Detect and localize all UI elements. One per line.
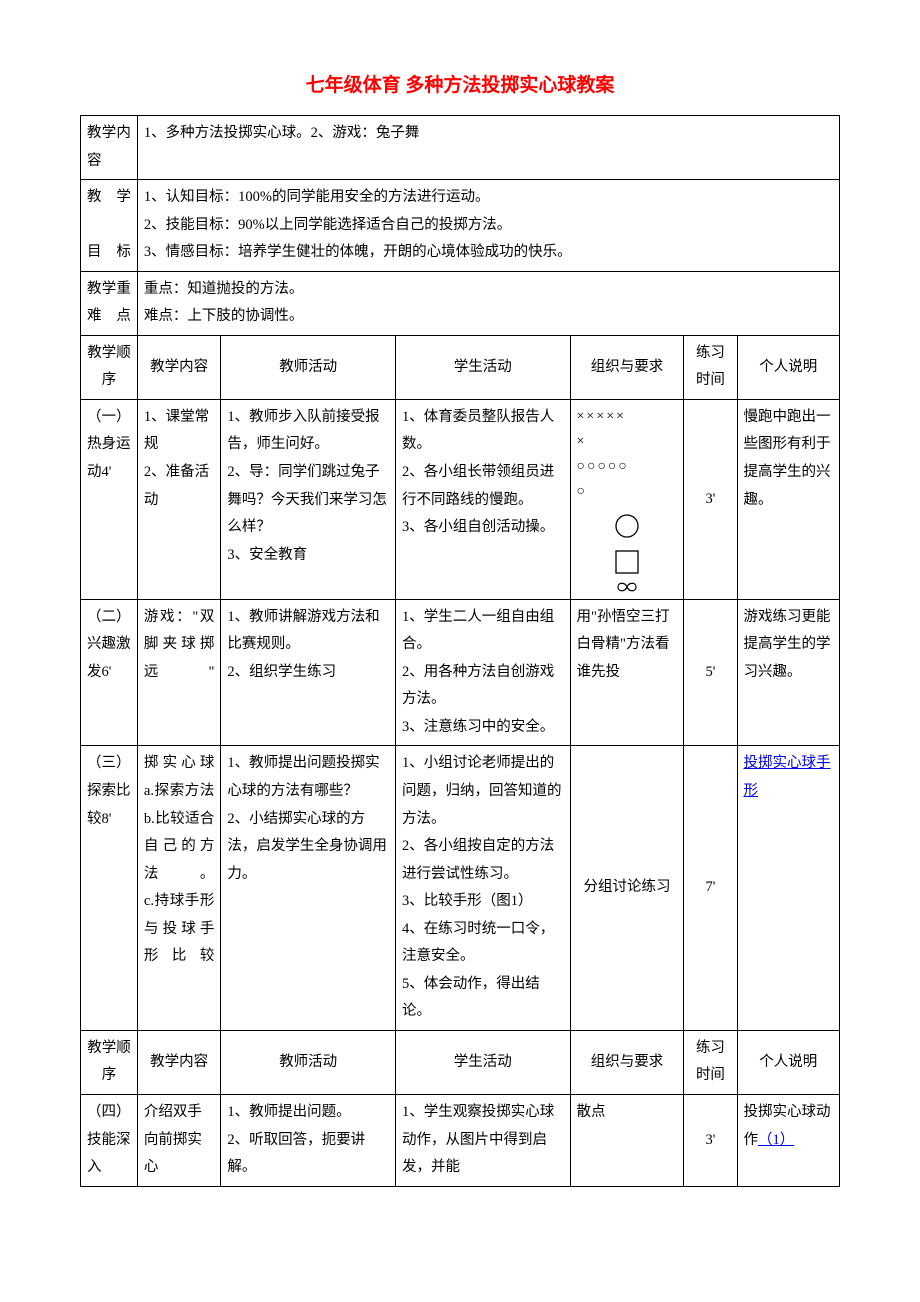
cell-time-2: 5' bbox=[684, 599, 737, 746]
header-row-keypoints: 教学重难点 重点：知道抛投的方法。 难点：上下肢的协调性。 bbox=[81, 271, 840, 335]
link-action-1[interactable]: （1） bbox=[758, 1132, 794, 1148]
col-content: 教学内容 bbox=[137, 1030, 220, 1094]
col-org: 组织与要求 bbox=[570, 335, 684, 399]
keypoint-focus: 重点：知道抛投的方法。 bbox=[144, 276, 833, 304]
cell-student-2: 1、学生二人一组自由组合。 2、用各种方法自创游戏方法。 3、注意练习中的安全。 bbox=[395, 599, 570, 746]
cell-teacher-3: 1、教师提出问题投掷实心球的方法有哪些？ 2、小结掷实心球的方法，启发学生全身协… bbox=[221, 746, 396, 1030]
col-note: 个人说明 bbox=[737, 1030, 840, 1094]
col-content: 教学内容 bbox=[137, 335, 220, 399]
keypoint-difficulty: 难点：上下肢的协调性。 bbox=[144, 303, 833, 331]
header-row-goals: 教学 目标 1、认知目标：100%的同学能用安全的方法进行运动。 2、技能目标：… bbox=[81, 180, 840, 272]
lesson-plan-table: 教学内容 1、多种方法投掷实心球。2、游戏：兔子舞 教学 目标 1、认知目标：1… bbox=[80, 115, 840, 1187]
label-keypoints: 教学重难点 bbox=[81, 271, 138, 335]
page-title: 七年级体育 多种方法投掷实心球教案 bbox=[80, 70, 840, 97]
formation-symbols: ××××× × ○○○○○ ○ bbox=[577, 404, 678, 505]
cell-teacher-4: 1、教师提出问题。 2、听取回答，扼要讲解。 bbox=[221, 1094, 396, 1186]
header-row-content: 教学内容 1、多种方法投掷实心球。2、游戏：兔子舞 bbox=[81, 116, 840, 180]
col-note: 个人说明 bbox=[737, 335, 840, 399]
goal-2: 2、技能目标：90%以上同学能选择适合自己的投掷方法。 bbox=[144, 212, 833, 240]
cell-org-4: 散点 bbox=[570, 1094, 684, 1186]
cell-order-2: （二）兴趣激发6' bbox=[81, 599, 138, 746]
cell-note-3: 投掷实心球手形 bbox=[737, 746, 840, 1030]
col-org: 组织与要求 bbox=[570, 1030, 684, 1094]
link-hand-shape[interactable]: 投掷实心球手形 bbox=[744, 755, 831, 799]
cell-note-4: 投掷实心球动作（1） bbox=[737, 1094, 840, 1186]
cell-student-1: 1、体育委员整队报告人数。 2、各小组长带领组员进行不同路线的慢跑。 3、各小组… bbox=[395, 399, 570, 599]
cell-teacher-1: 1、教师步入队前接受报告，师生问好。 2、导：同学们跳过兔子舞吗？今天我们来学习… bbox=[221, 399, 396, 599]
col-time: 练习时间 bbox=[684, 335, 737, 399]
cell-student-4: 1、学生观察投掷实心球动作，从图片中得到启发，并能 bbox=[395, 1094, 570, 1186]
table-row: （一）热身运动4' 1、课堂常规 2、准备活动 1、教师步入队前接受报告，师生问… bbox=[81, 399, 840, 599]
table-row: （四）技能深入 介绍双手向前掷实心 1、教师提出问题。 2、听取回答，扼要讲解。… bbox=[81, 1094, 840, 1186]
cell-note-2: 游戏练习更能提高学生的学习兴趣。 bbox=[737, 599, 840, 746]
label-teaching-content: 教学内容 bbox=[81, 116, 138, 180]
col-order: 教学顺序 bbox=[81, 1030, 138, 1094]
cell-org-3: 分组讨论练习 bbox=[570, 746, 684, 1030]
circle-icon bbox=[614, 513, 640, 539]
table-row: （三）探索比较8' 掷实心球 a.探索方法 b.比较适合自己的方法。 c.持球手… bbox=[81, 746, 840, 1030]
infinity-icon bbox=[612, 579, 642, 595]
cell-time-3: 7' bbox=[684, 746, 737, 1030]
col-order: 教学顺序 bbox=[81, 335, 138, 399]
cell-order-4: （四）技能深入 bbox=[81, 1094, 138, 1186]
keypoints-text: 重点：知道抛投的方法。 难点：上下肢的协调性。 bbox=[137, 271, 839, 335]
goal-3: 3、情感目标：培养学生健壮的体魄，开朗的心境体验成功的快乐。 bbox=[144, 239, 833, 267]
column-header-row-2: 教学顺序 教学内容 教师活动 学生活动 组织与要求 练习时间 个人说明 bbox=[81, 1030, 840, 1094]
cell-org-2: 用"孙悟空三打白骨精"方法看谁先投 bbox=[570, 599, 684, 746]
formation-shapes bbox=[577, 505, 678, 595]
col-student: 学生活动 bbox=[395, 1030, 570, 1094]
teaching-content-text: 1、多种方法投掷实心球。2、游戏：兔子舞 bbox=[137, 116, 839, 180]
cell-note-1: 慢跑中跑出一些图形有利于提高学生的兴趣。 bbox=[737, 399, 840, 599]
table-row: （二）兴趣激发6' 游戏："双脚夹球掷远" 1、教师讲解游戏方法和比赛规则。 2… bbox=[81, 599, 840, 746]
cell-content-1: 1、课堂常规 2、准备活动 bbox=[137, 399, 220, 599]
cell-content-2: 游戏："双脚夹球掷远" bbox=[137, 599, 220, 746]
cell-order-3: （三）探索比较8' bbox=[81, 746, 138, 1030]
cell-teacher-2: 1、教师讲解游戏方法和比赛规则。 2、组织学生练习 bbox=[221, 599, 396, 746]
cell-content-4: 介绍双手向前掷实心 bbox=[137, 1094, 220, 1186]
goals-text: 1、认知目标：100%的同学能用安全的方法进行运动。 2、技能目标：90%以上同… bbox=[137, 180, 839, 272]
cell-time-4: 3' bbox=[684, 1094, 737, 1186]
cell-order-1: （一）热身运动4' bbox=[81, 399, 138, 599]
goal-1: 1、认知目标：100%的同学能用安全的方法进行运动。 bbox=[144, 184, 833, 212]
cell-time-1: 3' bbox=[684, 399, 737, 599]
cell-student-3: 1、小组讨论老师提出的问题，归纳，回答知道的方法。 2、各小组按自定的方法进行尝… bbox=[395, 746, 570, 1030]
col-teacher: 教师活动 bbox=[221, 1030, 396, 1094]
col-teacher: 教师活动 bbox=[221, 335, 396, 399]
cell-org-1: ××××× × ○○○○○ ○ bbox=[570, 399, 684, 599]
label-goals: 教学 目标 bbox=[81, 180, 138, 272]
col-student: 学生活动 bbox=[395, 335, 570, 399]
cell-content-3: 掷实心球 a.探索方法 b.比较适合自己的方法。 c.持球手形与投球手形比较 bbox=[137, 746, 220, 1030]
square-icon bbox=[614, 549, 640, 575]
col-time: 练习时间 bbox=[684, 1030, 737, 1094]
column-header-row: 教学顺序 教学内容 教师活动 学生活动 组织与要求 练习时间 个人说明 bbox=[81, 335, 840, 399]
